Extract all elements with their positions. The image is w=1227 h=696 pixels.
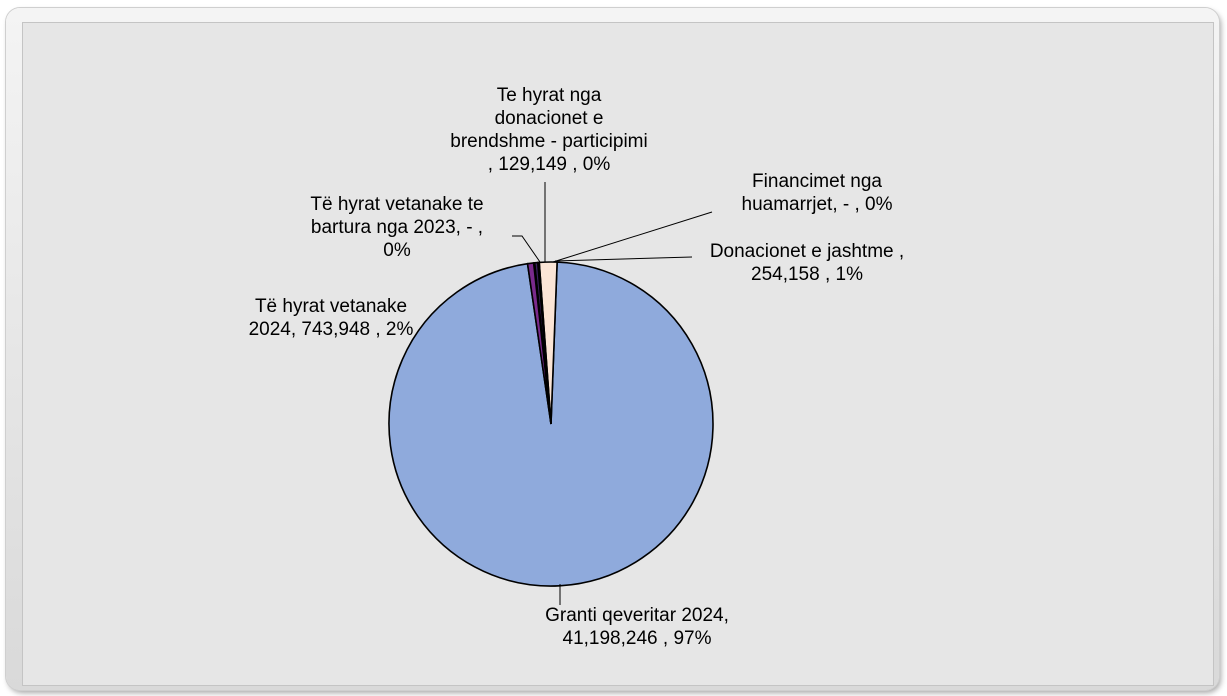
leader-line-financimet — [552, 211, 713, 263]
pie-slices — [388, 261, 714, 587]
label-te-hyrat-bartura-2023-line: Të hyrat vetanake te — [310, 194, 483, 215]
label-te-hyrat-bartura-2023: Të hyrat vetanake te bartura nga 2023, - … — [310, 194, 483, 261]
label-financimet-huamarrjet-line: huamarrjet, - , 0% — [742, 194, 893, 215]
label-granti-qeveritar-line: 41,198,246 , 97% — [563, 628, 712, 649]
label-donacionet-jashtme: Donacionet e jashtme , 254,158 , 1% — [710, 241, 904, 285]
label-donacionet-brendshme-line: brendshme - participimi — [450, 131, 647, 152]
data-labels: Granti qeveritar 2024, 41,198,246 , 97% Të… — [249, 85, 905, 649]
leader-lines — [512, 182, 713, 605]
label-donacionet-brendshme: Te hyrat nga donacionet e brendshme - part… — [450, 85, 647, 175]
label-te-hyrat-vetanake-2024-line: Të hyrat vetanake — [255, 296, 407, 317]
label-te-hyrat-bartura-2023-line: bartura nga 2023, - , — [311, 217, 483, 238]
label-donacionet-brendshme-line: Te hyrat nga — [497, 85, 602, 106]
label-donacionet-brendshme-line: donacionet e — [495, 108, 604, 129]
leader-line-donacionet-jashtme — [554, 256, 693, 262]
label-donacionet-jashtme-line: 254,158 , 1% — [751, 264, 863, 285]
label-financimet-huamarrjet: Financimet nga huamarrjet, - , 0% — [742, 171, 893, 215]
label-granti-qeveritar: Granti qeveritar 2024, 41,198,246 , 97% — [545, 605, 729, 649]
label-financimet-huamarrjet-line: Financimet nga — [752, 171, 882, 192]
label-te-hyrat-bartura-2023-line: 0% — [383, 240, 411, 261]
label-te-hyrat-vetanake-2024-line: 2024, 743,948 , 2% — [249, 319, 414, 340]
label-donacionet-brendshme-line: , 129,149 , 0% — [488, 154, 611, 175]
label-te-hyrat-vetanake-2024: Të hyrat vetanake 2024, 743,948 , 2% — [249, 296, 414, 340]
leader-line-bartura-2023 — [512, 235, 541, 263]
label-donacionet-jashtme-line: Donacionet e jashtme , — [710, 241, 904, 262]
label-granti-qeveritar-line: Granti qeveritar 2024, — [545, 605, 729, 626]
slice-donacionet-jashtme — [526, 262, 552, 425]
